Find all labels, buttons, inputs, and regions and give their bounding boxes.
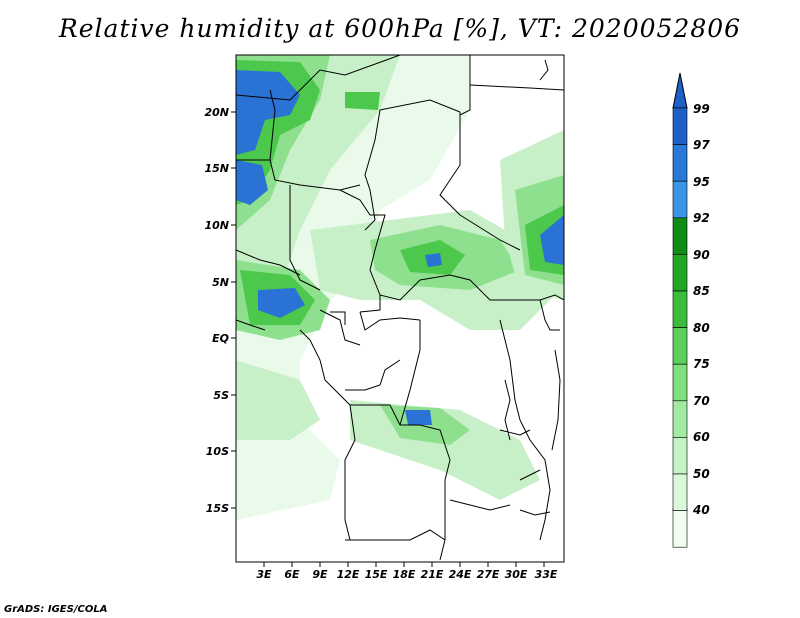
lon-label: 33E [535, 568, 558, 581]
lat-label: 5S [213, 389, 229, 402]
humidity-region-blue-south [405, 410, 432, 425]
humidity-region-blue-east [540, 215, 564, 265]
lat-label: 15S [206, 502, 229, 515]
colorbar-swatch [672, 510, 688, 548]
lon-label: 9E [312, 568, 328, 581]
lat-label: 20N [204, 106, 229, 119]
colorbar-label: 60 [693, 430, 710, 444]
colorbar-swatch [672, 254, 688, 292]
humidity-region-blue-west [258, 288, 305, 318]
lon-label: 3E [256, 568, 272, 581]
humidity-region-blue-central [425, 253, 442, 267]
colorbar-label: 50 [693, 467, 710, 481]
colorbar-swatch [672, 473, 688, 511]
plot-frame [235, 54, 565, 563]
colorbar-label: 85 [693, 284, 710, 298]
colorbar-label: 75 [693, 357, 710, 371]
lon-label: 21E [421, 568, 444, 581]
lon-label: 6E [284, 568, 300, 581]
lon-label: 24E [449, 568, 472, 581]
colorbar-label: 40 [692, 503, 710, 517]
colorbar-swatch [672, 144, 688, 182]
colorbar-label: 80 [693, 321, 710, 335]
colorbar-swatch [672, 290, 688, 328]
colorbar-label: 90 [693, 248, 710, 262]
colorbar-swatch [672, 437, 688, 475]
lon-label: 12E [337, 568, 360, 581]
latitude-axis: 20N 15N 10N 5N EQ 5S 10S 15S [204, 106, 236, 515]
lat-label: EQ [212, 332, 229, 345]
colorbar-top-arrow [672, 72, 688, 109]
lon-label: 30E [505, 568, 528, 581]
colorbar-label: 99 [693, 102, 710, 116]
colorbar-swatch [672, 363, 688, 402]
lat-label: 10N [204, 219, 229, 232]
map-title: Relative humidity at 600hPa [%], VT: 202… [58, 14, 742, 43]
colorbar-label: 97 [693, 138, 710, 152]
lat-label: 15N [204, 162, 229, 175]
country-borders [236, 55, 564, 561]
colorbar-label: 95 [693, 175, 710, 189]
lat-label: 10S [206, 445, 229, 458]
humidity-region-green-north [345, 92, 380, 110]
colorbar-swatch [672, 327, 688, 365]
colorbar: 99 97 95 92 90 85 80 75 70 60 50 40 [672, 72, 710, 548]
colorbar-swatch [672, 400, 688, 438]
longitude-axis: 3E 6E 9E 12E 15E 18E 21E 24E 27E 30E 33E [256, 562, 558, 581]
humidity-field [236, 55, 564, 520]
colorbar-swatch [672, 217, 688, 255]
lon-label: 18E [393, 568, 416, 581]
humidity-region-pale-sw [236, 360, 320, 440]
credit-text: GrADS: IGES/COLA [4, 604, 108, 615]
colorbar-label: 70 [693, 394, 710, 408]
colorbar-swatch [672, 180, 688, 219]
lon-label: 15E [365, 568, 388, 581]
lon-label: 27E [477, 568, 500, 581]
colorbar-label: 92 [693, 211, 710, 225]
humidity-region-blue-nw [236, 70, 300, 155]
colorbar-swatch [672, 107, 688, 145]
humidity-region-blue-nw2 [236, 160, 268, 205]
lat-label: 5N [212, 276, 229, 289]
